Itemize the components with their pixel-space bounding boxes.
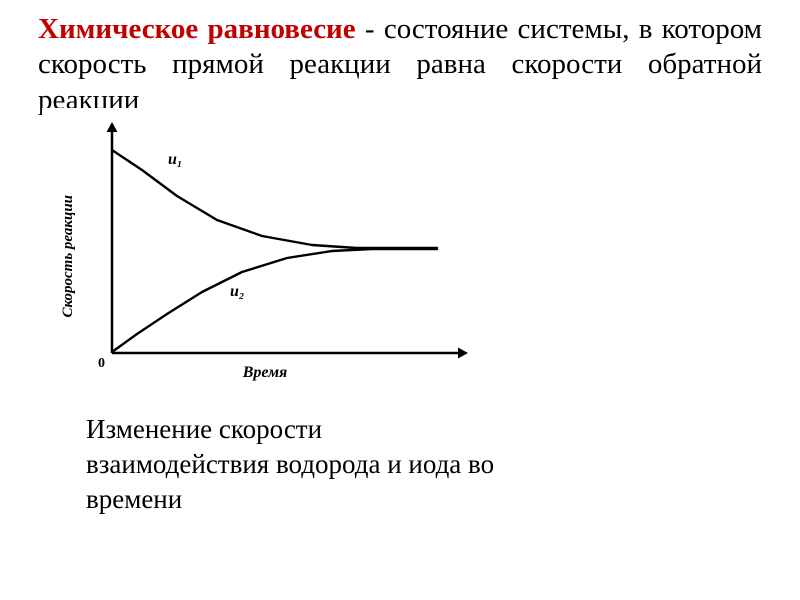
svg-text:0: 0 xyxy=(98,356,105,371)
equilibrium-chart: 0 Скорость реакции Время u₁ u₂ xyxy=(42,108,482,408)
svg-text:u₁: u₁ xyxy=(168,151,182,168)
chart-caption: Изменение скорости взаимодействия водоро… xyxy=(86,412,506,517)
svg-text:Скорость реакции: Скорость реакции xyxy=(60,195,76,318)
svg-text:Время: Время xyxy=(242,364,288,381)
definition-paragraph: Химическое равновесие - состояние систем… xyxy=(38,12,762,118)
definition-term: Химическое равновесие xyxy=(38,13,356,45)
svg-text:u₂: u₂ xyxy=(230,283,244,300)
